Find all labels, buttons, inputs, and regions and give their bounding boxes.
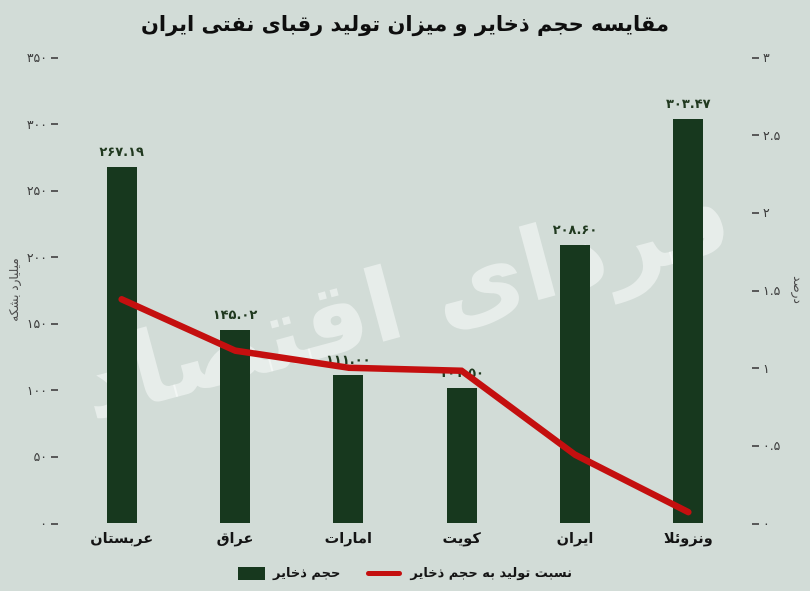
tick-mark-icon [51,455,58,458]
tick-label: ۰ [763,516,770,531]
tick-mark-icon [752,211,759,214]
tick-label: ۰ [40,516,47,531]
x-axis-labels: عربستان عراق امارات کویت ایران ونزوئلا [65,531,745,555]
bar-swatch-icon [238,567,266,580]
tick-label: ۳۰۰ [26,116,47,132]
tick-mark-icon [752,289,759,292]
tick-label: ۲ [763,205,770,221]
legend-label-ratio: نسبت تولید به حجم ذخایر [410,566,572,581]
x-axis-label: عربستان [90,531,154,547]
legend: حجم ذخایر نسبت تولید به حجم ذخایر [0,566,810,581]
left-axis-tick: ۳۵۰ [27,50,62,65]
left-axis-tick: ۵۰ [34,449,62,464]
x-axis-label: ونزوئلا [663,531,713,547]
tick-mark-icon [752,56,759,59]
right-axis-tick: ۲ [748,205,770,220]
tick-mark-icon [51,123,58,126]
x-axis-label: امارات [324,531,372,547]
left-axis-tick: ۱۰۰ [27,383,62,398]
right-axis-tick: ۰.۵ [748,438,780,453]
legend-label-reserves: حجم ذخایر [273,566,341,581]
legend-item-reserves: حجم ذخایر [238,566,340,581]
tick-mark-icon [51,522,58,525]
left-axis-tick: ۱۵۰ [27,316,62,331]
tick-label: ۱.۵ [763,283,781,298]
bar [560,245,590,523]
left-axis-tick: ۰ [40,516,62,531]
x-axis-label: ایران [556,531,594,547]
x-axis-label: عراق [216,531,254,547]
tick-mark-icon [51,56,58,59]
tick-label: ۲.۵ [763,127,781,143]
left-axis-tick: ۲۰۰ [27,250,62,265]
right-axis-ticks: ۰ ۰.۵ ۱ ۱.۵ ۲ ۲.۵ ۳ [747,50,810,531]
right-axis-tick: ۱ [748,361,770,376]
bar-value-label: ۱۴۵.۰۲ [212,307,258,323]
tick-label: ۱۰۰ [26,382,47,398]
tick-mark-icon [51,322,58,325]
tick-mark-icon [51,389,58,392]
tick-label: ۳ [763,50,770,65]
tick-label: ۱۵۰ [26,316,47,332]
legend-item-ratio: نسبت تولید به حجم ذخایر [366,566,572,581]
right-axis-tick: ۱.۵ [748,283,780,298]
left-axis-tick: ۲۵۰ [27,183,62,198]
bar-value-label: ۲۶۷.۱۹ [99,145,144,161]
tick-mark-icon [51,256,58,259]
tick-label: ۳۵۰ [26,50,47,65]
tick-label: ۰.۵ [763,438,781,454]
tick-label: ۵۰ [33,449,47,465]
left-axis-tick: ۳۰۰ [27,117,62,132]
right-axis-tick: ۳ [748,50,770,65]
bar [220,329,250,523]
x-axis-label: کویت [442,531,481,547]
bar [446,387,477,523]
right-axis-tick: ۲.۵ [748,128,780,143]
tick-mark-icon [752,134,759,137]
bar [333,375,364,523]
tick-mark-icon [752,367,759,370]
bar-value-label: ۲۰۸.۶۰ [552,223,598,239]
line-series [118,296,692,516]
bar-value-label: ۳۰۳.۴۷ [665,97,711,112]
bar [673,119,704,523]
right-axis-tick: ۰ [748,516,770,531]
tick-label: ۲۵۰ [26,183,47,199]
plot-area: ۲۶۷.۱۹ ۱۴۵.۰۲ ۱۱۱.۰۰ ۱۰۱.۵۰ ۲۰۸.۶۰ ۳۰۳.۴۷ [65,57,745,523]
tick-mark-icon [51,189,58,192]
tick-mark-icon [752,522,759,525]
tick-label: ۱ [763,360,770,376]
tick-label: ۲۰۰ [26,249,47,265]
left-axis-ticks: ۰ ۵۰ ۱۰۰ ۱۵۰ ۲۰۰ ۲۵۰ ۳۰۰ ۳۵۰ [0,50,63,531]
chart-title: مقایسه حجم ذخایر و میزان تولید رقبای نفت… [140,12,670,36]
tick-mark-icon [752,444,759,447]
bar [106,167,137,523]
line-swatch-icon [366,571,403,576]
